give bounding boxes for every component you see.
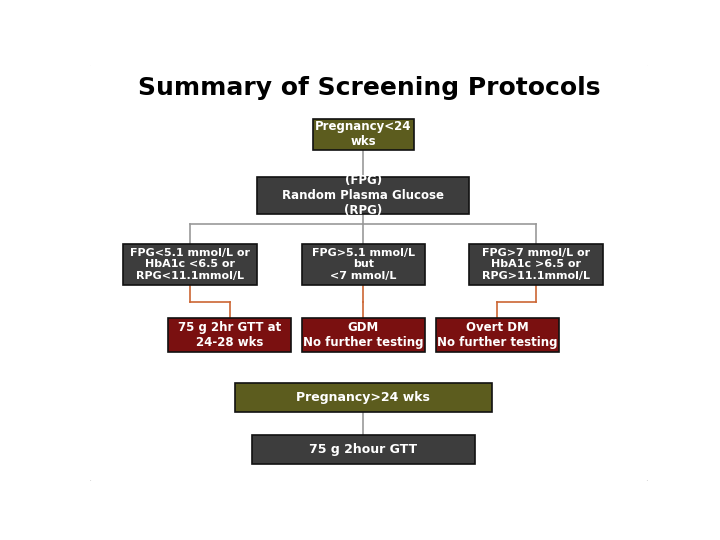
FancyBboxPatch shape xyxy=(436,319,559,352)
Text: FPG>7 mmol/L or
HbA1c >6.5 or
RPG>11.1mmol/L: FPG>7 mmol/L or HbA1c >6.5 or RPG>11.1mm… xyxy=(482,248,590,281)
Text: Pregnancy<24
wks: Pregnancy<24 wks xyxy=(315,120,412,148)
FancyBboxPatch shape xyxy=(168,319,291,352)
Text: Summary of Screening Protocols: Summary of Screening Protocols xyxy=(138,76,600,100)
Text: FPG>5.1 mmol/L
but
<7 mmol/L: FPG>5.1 mmol/L but <7 mmol/L xyxy=(312,248,415,281)
FancyBboxPatch shape xyxy=(124,244,258,285)
FancyBboxPatch shape xyxy=(302,319,425,352)
FancyBboxPatch shape xyxy=(252,435,475,464)
FancyBboxPatch shape xyxy=(235,383,492,412)
FancyBboxPatch shape xyxy=(87,63,651,483)
FancyBboxPatch shape xyxy=(302,244,425,285)
Text: FPG<5.1 mmol/L or
HbA1c <6.5 or
RPG<11.1mmol/L: FPG<5.1 mmol/L or HbA1c <6.5 or RPG<11.1… xyxy=(130,248,251,281)
Text: 75 g 2hr GTT at
24-28 wks: 75 g 2hr GTT at 24-28 wks xyxy=(178,321,281,349)
Text: GDM
No further testing: GDM No further testing xyxy=(303,321,423,349)
Text: Overt DM
No further testing: Overt DM No further testing xyxy=(437,321,557,349)
Text: (FPG)
Random Plasma Glucose
(RPG): (FPG) Random Plasma Glucose (RPG) xyxy=(282,174,444,217)
Text: 75 g 2hour GTT: 75 g 2hour GTT xyxy=(310,443,418,456)
FancyBboxPatch shape xyxy=(469,244,603,285)
FancyBboxPatch shape xyxy=(313,119,414,150)
Text: Pregnancy>24 wks: Pregnancy>24 wks xyxy=(297,391,431,404)
FancyBboxPatch shape xyxy=(258,177,469,214)
